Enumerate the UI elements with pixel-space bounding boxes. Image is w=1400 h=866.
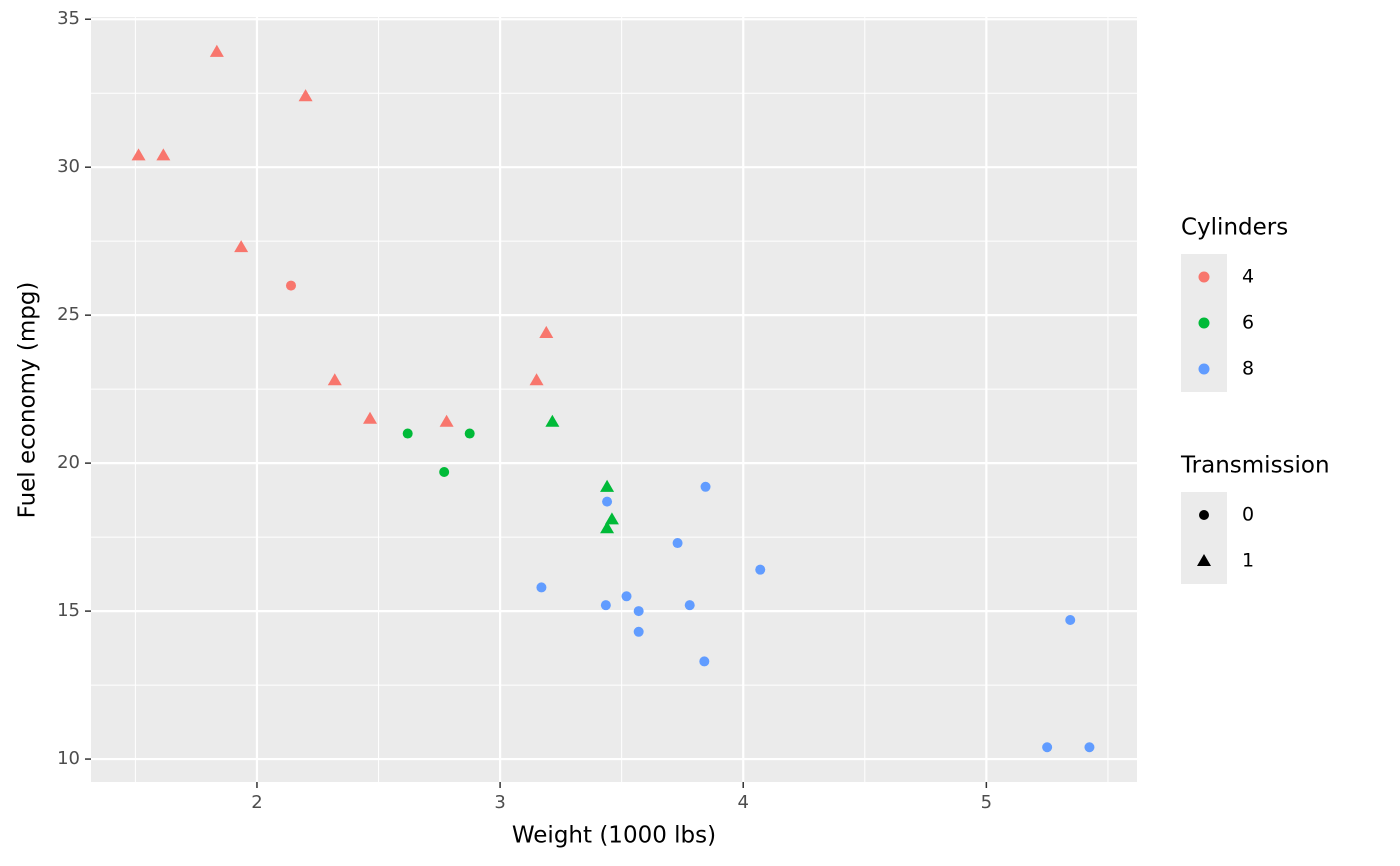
y-tick-label: 35 — [57, 8, 80, 29]
point — [604, 512, 619, 525]
x-axis-title: Weight (1000 lbs) — [512, 823, 716, 849]
point — [755, 564, 766, 575]
legend-label: 1 — [1242, 550, 1254, 572]
point — [439, 414, 454, 427]
point — [700, 481, 711, 492]
point — [600, 521, 615, 534]
legend-marker — [1198, 271, 1210, 283]
point — [621, 591, 632, 602]
plot-panel — [91, 17, 1137, 782]
point — [285, 280, 296, 291]
point — [1084, 742, 1095, 753]
y-tick-label: 10 — [57, 748, 80, 769]
legend-label: 6 — [1242, 312, 1254, 334]
point — [209, 44, 224, 57]
legend-marker — [1199, 510, 1209, 520]
legend-title: Cylinders — [1181, 215, 1288, 241]
point — [156, 148, 171, 161]
point — [536, 582, 547, 593]
legend-title: Transmission — [1180, 453, 1330, 479]
point — [600, 479, 615, 492]
y-tick-label: 15 — [57, 600, 80, 621]
legend-label: 4 — [1242, 266, 1254, 288]
point — [684, 600, 695, 611]
x-tick-label: 5 — [981, 792, 992, 813]
point — [633, 626, 644, 637]
legend-marker — [1198, 317, 1210, 329]
legend-marker — [1198, 363, 1210, 375]
point — [402, 428, 413, 439]
point — [539, 325, 554, 338]
point — [699, 656, 710, 667]
point — [439, 467, 450, 478]
legend-marker — [1197, 554, 1211, 567]
x-tick-label: 2 — [251, 792, 262, 813]
point — [464, 428, 475, 439]
legend-key-background — [1181, 492, 1227, 584]
point — [602, 496, 613, 507]
point — [234, 240, 249, 253]
point — [600, 600, 611, 611]
point — [327, 373, 342, 386]
point — [672, 538, 683, 549]
point — [363, 411, 378, 424]
legend-label: 8 — [1242, 358, 1254, 380]
legend-label: 0 — [1242, 504, 1254, 526]
y-tick-label: 30 — [57, 156, 80, 177]
point — [633, 606, 644, 617]
y-tick-label: 20 — [57, 452, 80, 473]
point — [1065, 614, 1076, 625]
point — [1042, 742, 1053, 753]
point — [131, 148, 146, 161]
x-tick-label: 4 — [737, 792, 748, 813]
y-axis-title: Fuel economy (mpg) — [15, 282, 41, 519]
y-tick-label: 25 — [57, 304, 80, 325]
point — [545, 414, 560, 427]
x-tick-label: 3 — [494, 792, 505, 813]
point — [529, 373, 544, 386]
point — [298, 89, 313, 102]
